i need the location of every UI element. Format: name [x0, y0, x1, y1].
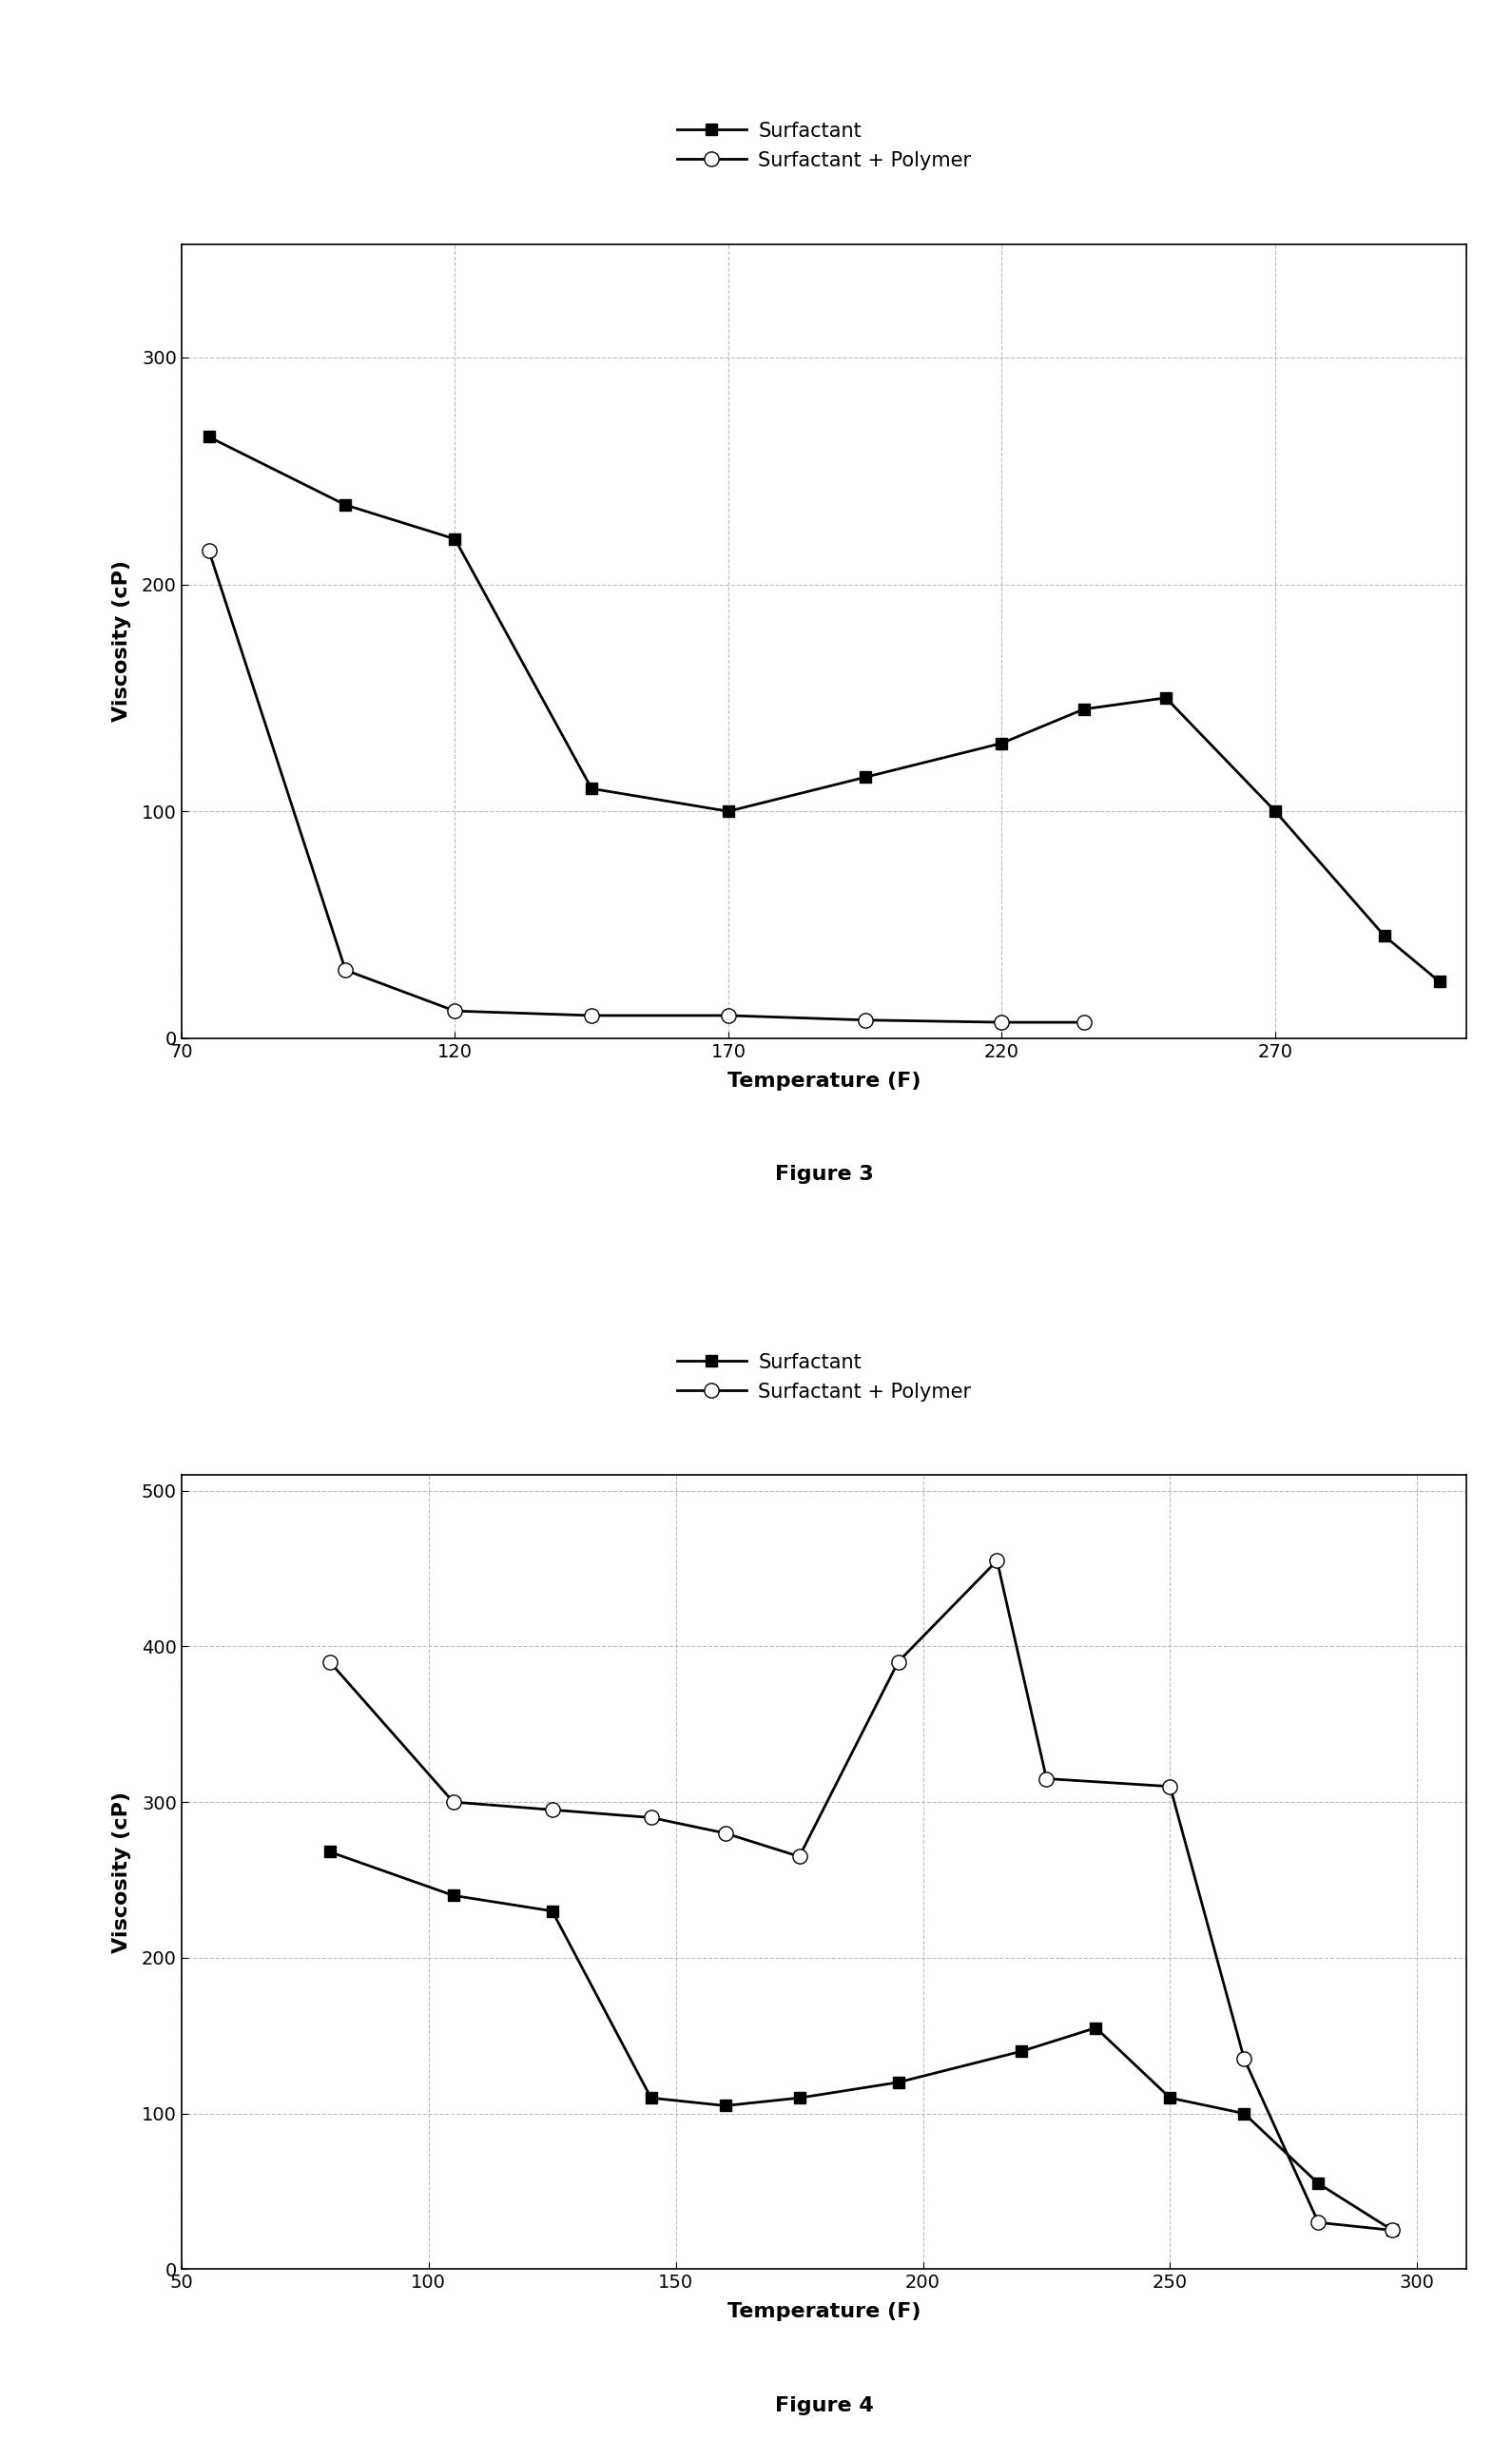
Text: Figure 3: Figure 3 — [774, 1166, 874, 1183]
Legend: Surfactant, Surfactant + Polymer: Surfactant, Surfactant + Polymer — [677, 1352, 971, 1401]
Legend: Surfactant, Surfactant + Polymer: Surfactant, Surfactant + Polymer — [677, 122, 971, 171]
Text: Figure 4: Figure 4 — [774, 2396, 874, 2416]
X-axis label: Temperature (F): Temperature (F) — [727, 2303, 921, 2320]
Y-axis label: Viscosity (cP): Viscosity (cP) — [112, 1791, 132, 1952]
X-axis label: Temperature (F): Temperature (F) — [727, 1071, 921, 1091]
Y-axis label: Viscosity (cP): Viscosity (cP) — [112, 561, 132, 722]
